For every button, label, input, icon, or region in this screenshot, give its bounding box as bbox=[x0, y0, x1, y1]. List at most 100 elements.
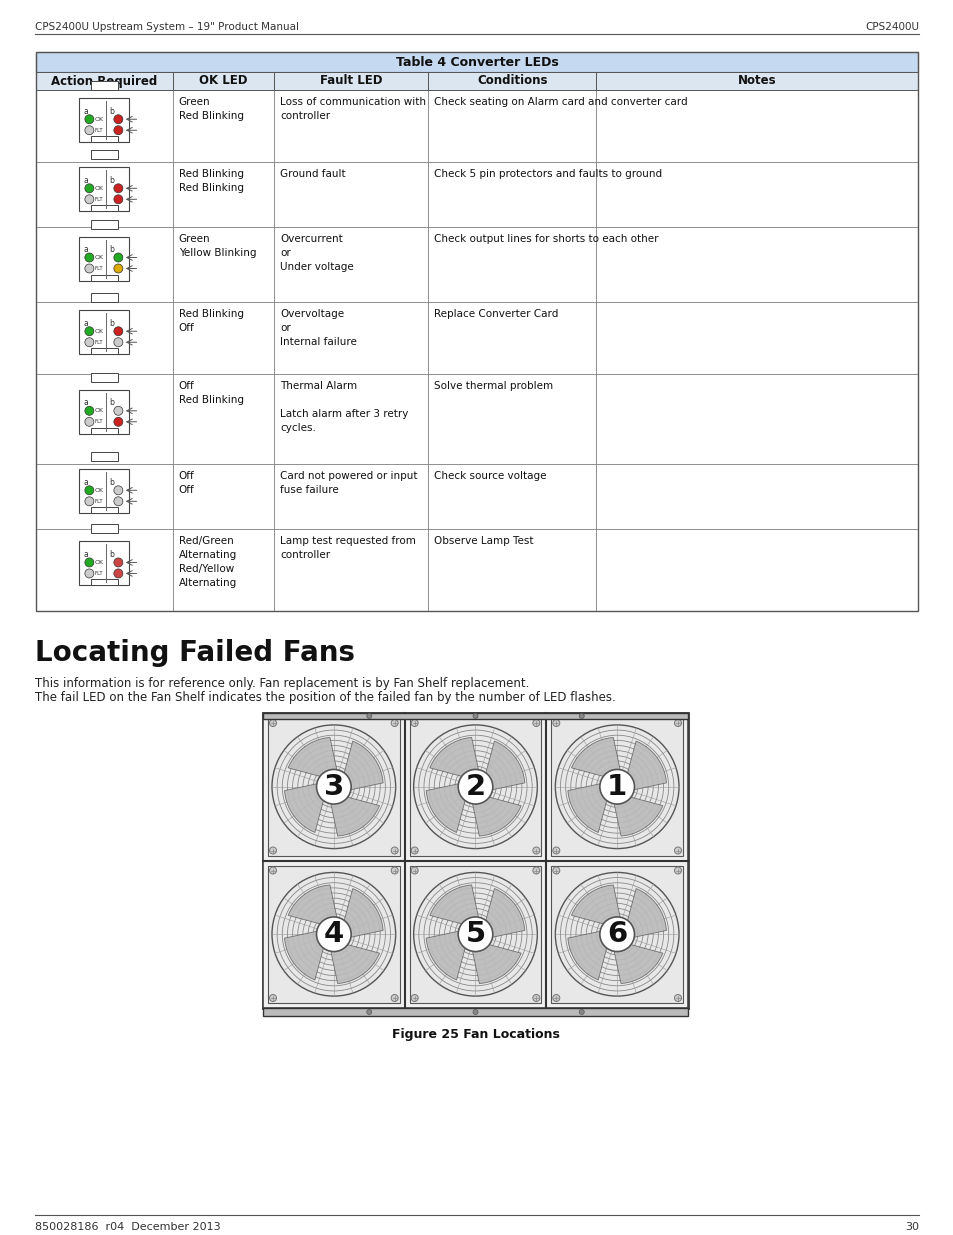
Bar bbox=[79, 236, 130, 280]
Polygon shape bbox=[485, 888, 524, 937]
Bar bbox=[172, 303, 274, 374]
Circle shape bbox=[85, 126, 93, 135]
Text: FLT: FLT bbox=[94, 571, 103, 576]
Bar bbox=[409, 866, 540, 1003]
Text: Action Required: Action Required bbox=[51, 74, 157, 88]
Text: b: b bbox=[110, 478, 114, 487]
Bar bbox=[91, 373, 118, 382]
Circle shape bbox=[85, 417, 93, 426]
Polygon shape bbox=[426, 783, 465, 832]
Polygon shape bbox=[613, 944, 662, 983]
Polygon shape bbox=[626, 741, 666, 790]
Bar bbox=[596, 529, 917, 611]
Text: Check seating on Alarm card and converter card: Check seating on Alarm card and converte… bbox=[434, 98, 687, 107]
Polygon shape bbox=[330, 944, 379, 983]
Text: This information is for reference only. Fan replacement is by Fan Shelf replacem: This information is for reference only. … bbox=[35, 677, 529, 690]
Circle shape bbox=[269, 867, 276, 874]
Text: 2: 2 bbox=[465, 773, 485, 800]
Text: Overvoltage
or
Internal failure: Overvoltage or Internal failure bbox=[280, 309, 356, 347]
Bar bbox=[596, 72, 917, 90]
Circle shape bbox=[578, 714, 583, 719]
Circle shape bbox=[391, 847, 397, 853]
Polygon shape bbox=[472, 797, 520, 836]
Circle shape bbox=[411, 867, 417, 874]
Polygon shape bbox=[343, 741, 383, 790]
Polygon shape bbox=[284, 931, 324, 979]
Bar bbox=[551, 866, 682, 1003]
Text: 3: 3 bbox=[323, 773, 344, 800]
Bar bbox=[36, 374, 172, 464]
Circle shape bbox=[85, 264, 93, 273]
Bar bbox=[36, 303, 172, 374]
Bar bbox=[91, 508, 118, 514]
Bar bbox=[36, 227, 172, 303]
Bar bbox=[91, 452, 118, 462]
Bar bbox=[428, 529, 596, 611]
Polygon shape bbox=[284, 783, 324, 832]
Bar bbox=[274, 374, 428, 464]
Bar bbox=[404, 861, 546, 1008]
Text: Green
Yellow Blinking: Green Yellow Blinking bbox=[178, 233, 256, 258]
Text: a: a bbox=[83, 106, 88, 116]
Bar bbox=[546, 713, 687, 861]
Text: Card not powered or input
fuse failure: Card not powered or input fuse failure bbox=[280, 471, 417, 495]
Bar bbox=[79, 541, 130, 585]
Circle shape bbox=[411, 847, 417, 853]
Text: CPS2400U Upstream System – 19" Product Manual: CPS2400U Upstream System – 19" Product M… bbox=[35, 22, 298, 32]
Circle shape bbox=[113, 337, 123, 347]
Text: b: b bbox=[110, 245, 114, 254]
Bar bbox=[596, 162, 917, 227]
Text: Ground fault: Ground fault bbox=[280, 169, 345, 179]
Circle shape bbox=[391, 994, 397, 1002]
Polygon shape bbox=[485, 741, 524, 790]
Text: 1: 1 bbox=[606, 773, 627, 800]
Text: FLT: FLT bbox=[94, 340, 103, 345]
Circle shape bbox=[533, 867, 539, 874]
Bar bbox=[274, 72, 428, 90]
Text: OK: OK bbox=[94, 117, 104, 122]
Text: Overcurrent
or
Under voltage: Overcurrent or Under voltage bbox=[280, 233, 354, 272]
Bar bbox=[36, 162, 172, 227]
Text: Green
Red Blinking: Green Red Blinking bbox=[178, 98, 243, 121]
Circle shape bbox=[366, 714, 372, 719]
Bar bbox=[428, 303, 596, 374]
Bar bbox=[596, 303, 917, 374]
Circle shape bbox=[391, 867, 397, 874]
Bar bbox=[172, 464, 274, 529]
Circle shape bbox=[411, 720, 417, 726]
Circle shape bbox=[85, 327, 93, 336]
Bar bbox=[36, 90, 172, 162]
Bar bbox=[172, 72, 274, 90]
Circle shape bbox=[316, 769, 351, 804]
Polygon shape bbox=[567, 783, 607, 832]
Circle shape bbox=[113, 195, 123, 204]
Circle shape bbox=[113, 485, 123, 495]
Bar bbox=[91, 348, 118, 354]
Text: OK: OK bbox=[94, 185, 104, 190]
Bar bbox=[172, 90, 274, 162]
Circle shape bbox=[113, 417, 123, 426]
Circle shape bbox=[578, 1009, 583, 1014]
Polygon shape bbox=[430, 885, 478, 924]
Bar bbox=[263, 861, 404, 1008]
Circle shape bbox=[85, 115, 93, 124]
Polygon shape bbox=[472, 944, 520, 983]
Bar bbox=[91, 151, 118, 159]
Text: OK LED: OK LED bbox=[199, 74, 248, 88]
Text: 5: 5 bbox=[465, 920, 485, 948]
Circle shape bbox=[85, 558, 93, 567]
Bar bbox=[91, 82, 118, 90]
Bar bbox=[79, 469, 130, 514]
Text: CPS2400U: CPS2400U bbox=[864, 22, 918, 32]
Text: Table 4 Converter LEDs: Table 4 Converter LEDs bbox=[395, 56, 558, 68]
Text: OK: OK bbox=[94, 559, 104, 564]
Circle shape bbox=[85, 406, 93, 415]
Text: 6: 6 bbox=[606, 920, 627, 948]
Text: a: a bbox=[83, 319, 88, 327]
Circle shape bbox=[85, 569, 93, 578]
Circle shape bbox=[85, 496, 93, 506]
Bar bbox=[428, 72, 596, 90]
Bar bbox=[91, 293, 118, 303]
Circle shape bbox=[473, 714, 477, 719]
Text: a: a bbox=[83, 399, 88, 408]
